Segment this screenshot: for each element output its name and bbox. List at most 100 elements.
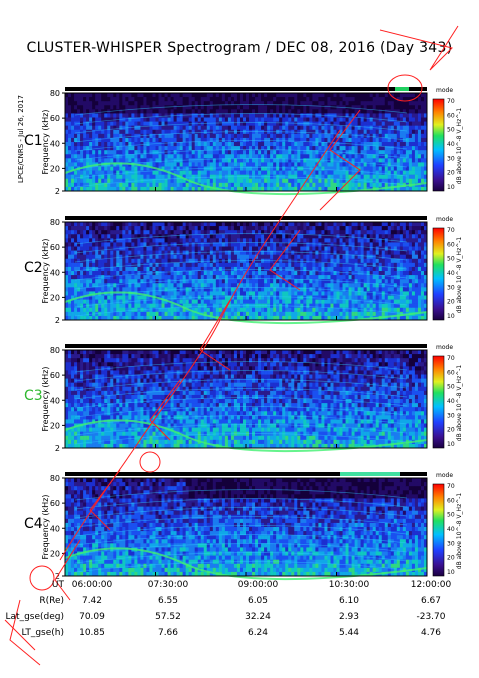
spectrogram-cell [378,97,383,102]
spectrogram-cell [122,182,126,188]
spectrogram-cell [155,266,159,272]
spectrogram-cell [312,178,316,184]
spectrogram-cell [146,307,150,313]
spectrogram-cell [318,303,322,309]
spectrogram-cell [206,146,211,151]
spectrogram-cell [128,250,132,255]
spectrogram-cell [327,162,331,167]
spectrogram-cell [261,105,265,110]
spectrogram-cell [273,113,277,118]
spectrogram-cell [194,150,199,155]
spectrogram-cell [92,154,96,159]
spectrogram-cell [330,129,334,135]
spectrogram-cell [107,291,111,296]
spectrogram-cell [348,166,352,171]
spectrogram-cell [149,178,153,184]
spectrogram-cell [378,166,383,171]
spectrogram-cell [92,234,96,239]
spectrogram-cell [258,166,262,171]
spectrogram-cell [119,117,123,122]
spectrogram-cell [333,93,337,98]
spectrogram-cell [339,125,343,131]
spectrogram-cell [206,246,211,251]
spectrogram-cell [164,105,168,110]
spectrogram-cell [423,101,428,106]
spectrogram-cell [405,93,410,98]
spectrogram-cell [194,93,199,98]
spectrogram-cell [71,242,75,247]
spectrogram-cell [74,307,78,313]
spectrogram-cell [363,105,367,110]
spectrogram-cell [197,279,202,284]
y-tick-label: 20 [50,164,60,173]
spectrogram-cell [375,117,380,122]
spectrogram-cell [282,105,286,110]
spectrogram-cell [233,283,238,288]
spectrogram-cell [77,182,81,188]
spectrogram-cell [309,105,313,110]
spectrogram-cell [110,258,114,264]
spectrogram-cell [267,307,271,313]
spectrogram-cell [80,154,84,159]
spectrogram-cell [167,150,171,155]
spectrogram-cell [288,315,292,321]
spectrogram-cell [134,113,138,118]
spectrogram-cell [273,291,277,296]
spectrogram-cell [249,158,253,163]
spectrogram-cell [122,283,126,288]
spectrogram-cell [393,146,398,151]
spectrogram-cell [212,137,217,143]
spectrogram-cell [236,279,241,284]
spectrogram-cell [149,222,153,227]
spectrogram-cell [297,238,301,243]
spectrogram-cell [276,125,280,131]
spectrogram-cell [188,222,192,227]
spectrogram-cell [384,113,389,118]
spectrogram-cell [203,295,208,300]
spectrogram-cell [170,271,174,276]
spectrogram-cell [167,97,171,102]
spectrogram-cell [176,291,180,296]
spectrogram-cell [155,129,159,135]
spectrogram-cell [176,93,180,98]
spectrogram-cell [333,121,337,126]
spectrogram-cell [306,129,310,135]
spectrogram-cell [86,291,90,296]
spectrogram-cell [155,93,159,98]
spectrogram-cell [309,133,313,139]
spectrogram-cell [197,299,202,304]
spectrogram-cell [264,133,268,139]
spectrogram-cell [417,113,422,118]
spectrogram-cell [242,174,247,180]
spectrogram-cell [321,283,325,288]
spectrogram-cell [203,142,208,147]
spectrogram-cell [107,266,111,272]
spectrogram-cell [327,166,331,171]
spectrogram-cell [267,129,271,135]
spectrogram-cell [405,101,410,106]
spectrogram-cell [297,299,301,304]
spectrogram-cell [176,226,180,231]
spectrogram-cell [173,129,177,135]
spectrogram-cell [246,266,250,272]
spectrogram-cell [77,170,81,175]
harmonic-line [74,131,408,143]
spectrogram-cell [146,242,150,247]
spectrogram-cell [143,158,147,163]
spectrogram-cell [206,162,211,167]
spectrogram-cell [246,283,250,288]
spectrogram-cell [282,186,286,192]
spectrogram-cell [146,295,150,300]
spectrogram-cell [399,97,404,102]
spectrogram-cell [185,125,189,131]
spectrogram-cell [321,186,325,192]
spectrogram-cell [140,170,144,175]
spectrogram-cell [74,109,78,114]
spectrogram-cell [423,137,428,143]
spectrogram-cell [276,291,280,296]
spectrogram-cell [155,291,159,296]
spectrogram-cell [173,315,177,321]
spectrogram-cell [357,97,361,102]
spectrogram-cell [146,170,150,175]
spectrogram-cell [167,117,171,122]
